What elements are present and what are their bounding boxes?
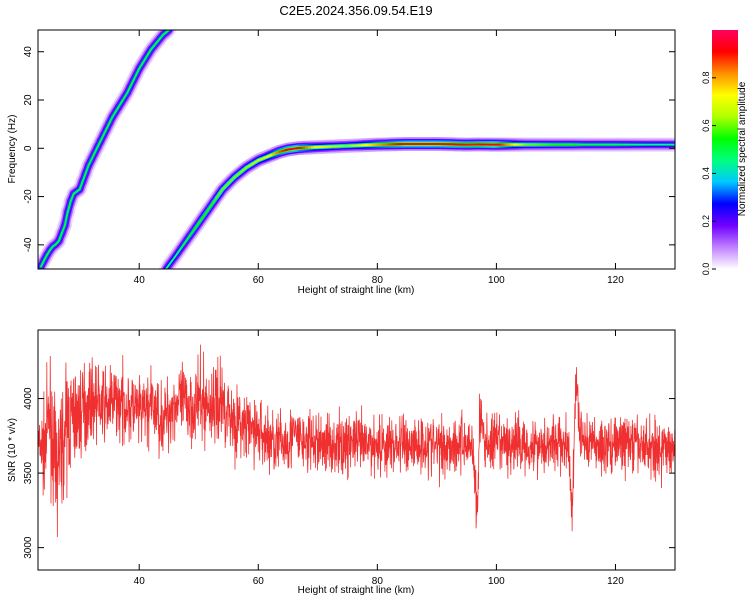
spectrogram-x-tick-label: 40 xyxy=(134,275,146,286)
spectrogram-y-tick-label: 40 xyxy=(23,46,34,58)
colorbar-tick-label: 0.0 xyxy=(701,263,711,276)
colorbar-label: Normalized spectral amplitude xyxy=(737,81,748,216)
spectrogram-y-tick-label: -40 xyxy=(23,237,34,252)
spectrogram-x-tick-label: 60 xyxy=(253,275,265,286)
colorbar-gradient xyxy=(712,30,738,269)
colorbar-tick-label: 0.4 xyxy=(701,167,711,180)
colorbar-tick-label: 0.8 xyxy=(701,72,711,85)
snr-x-tick-label: 40 xyxy=(134,576,146,587)
colorbar: 0.0 0.2 0.4 0.6 0.8 Normalized spectral ampl… xyxy=(701,30,748,275)
spectrogram-x-tick-label: 120 xyxy=(607,275,624,286)
colorbar-tick-label: 0.2 xyxy=(701,215,711,228)
snr-y-tick-label: 3000 xyxy=(23,536,34,559)
snr-plot-area xyxy=(38,330,675,570)
snr-x-axis-label: Height of straight line (km) xyxy=(298,585,415,596)
spectrogram-y-axis-label: Frequency (Hz) xyxy=(7,115,18,184)
snr-x-tick-label: 60 xyxy=(253,576,265,587)
spectrogram-x-axis-label: Height of straight line (km) xyxy=(298,285,415,296)
spectrogram-y-tick-label: 20 xyxy=(23,94,34,106)
snr-x-tick-label: 100 xyxy=(488,576,505,587)
page-title: C2E5.2024.356.09.54.E19 xyxy=(279,3,432,18)
colorbar-tick-label: 0.6 xyxy=(701,119,711,132)
spectrogram-x-tick-label: 100 xyxy=(488,275,505,286)
spectrogram-y-tick-label: -20 xyxy=(23,189,34,204)
spectrogram-y-tick-label: 0 xyxy=(23,145,34,151)
snr-y-axis-label: SNR (10 * v/v) xyxy=(7,418,18,482)
snr-y-tick-label: 3500 xyxy=(23,462,34,485)
snr-y-tick-label: 4000 xyxy=(23,387,34,410)
snr-x-tick-label: 120 xyxy=(607,576,624,587)
